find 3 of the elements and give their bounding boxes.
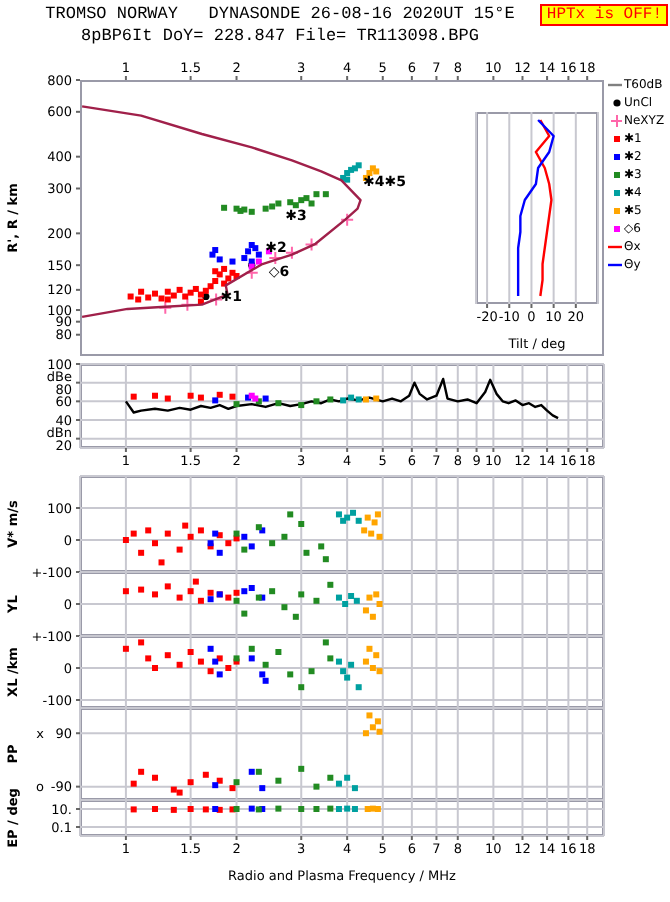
- chart-subtitle: 8pBP6It DoY= 228.847 File= TR113098.BPG: [79, 26, 481, 46]
- text: HPTx is OFF!: [540, 4, 668, 26]
- chart-title: TROMSO NORWAY DYNASONDE 26-08-16 2020UT 15°E: [45, 4, 515, 24]
